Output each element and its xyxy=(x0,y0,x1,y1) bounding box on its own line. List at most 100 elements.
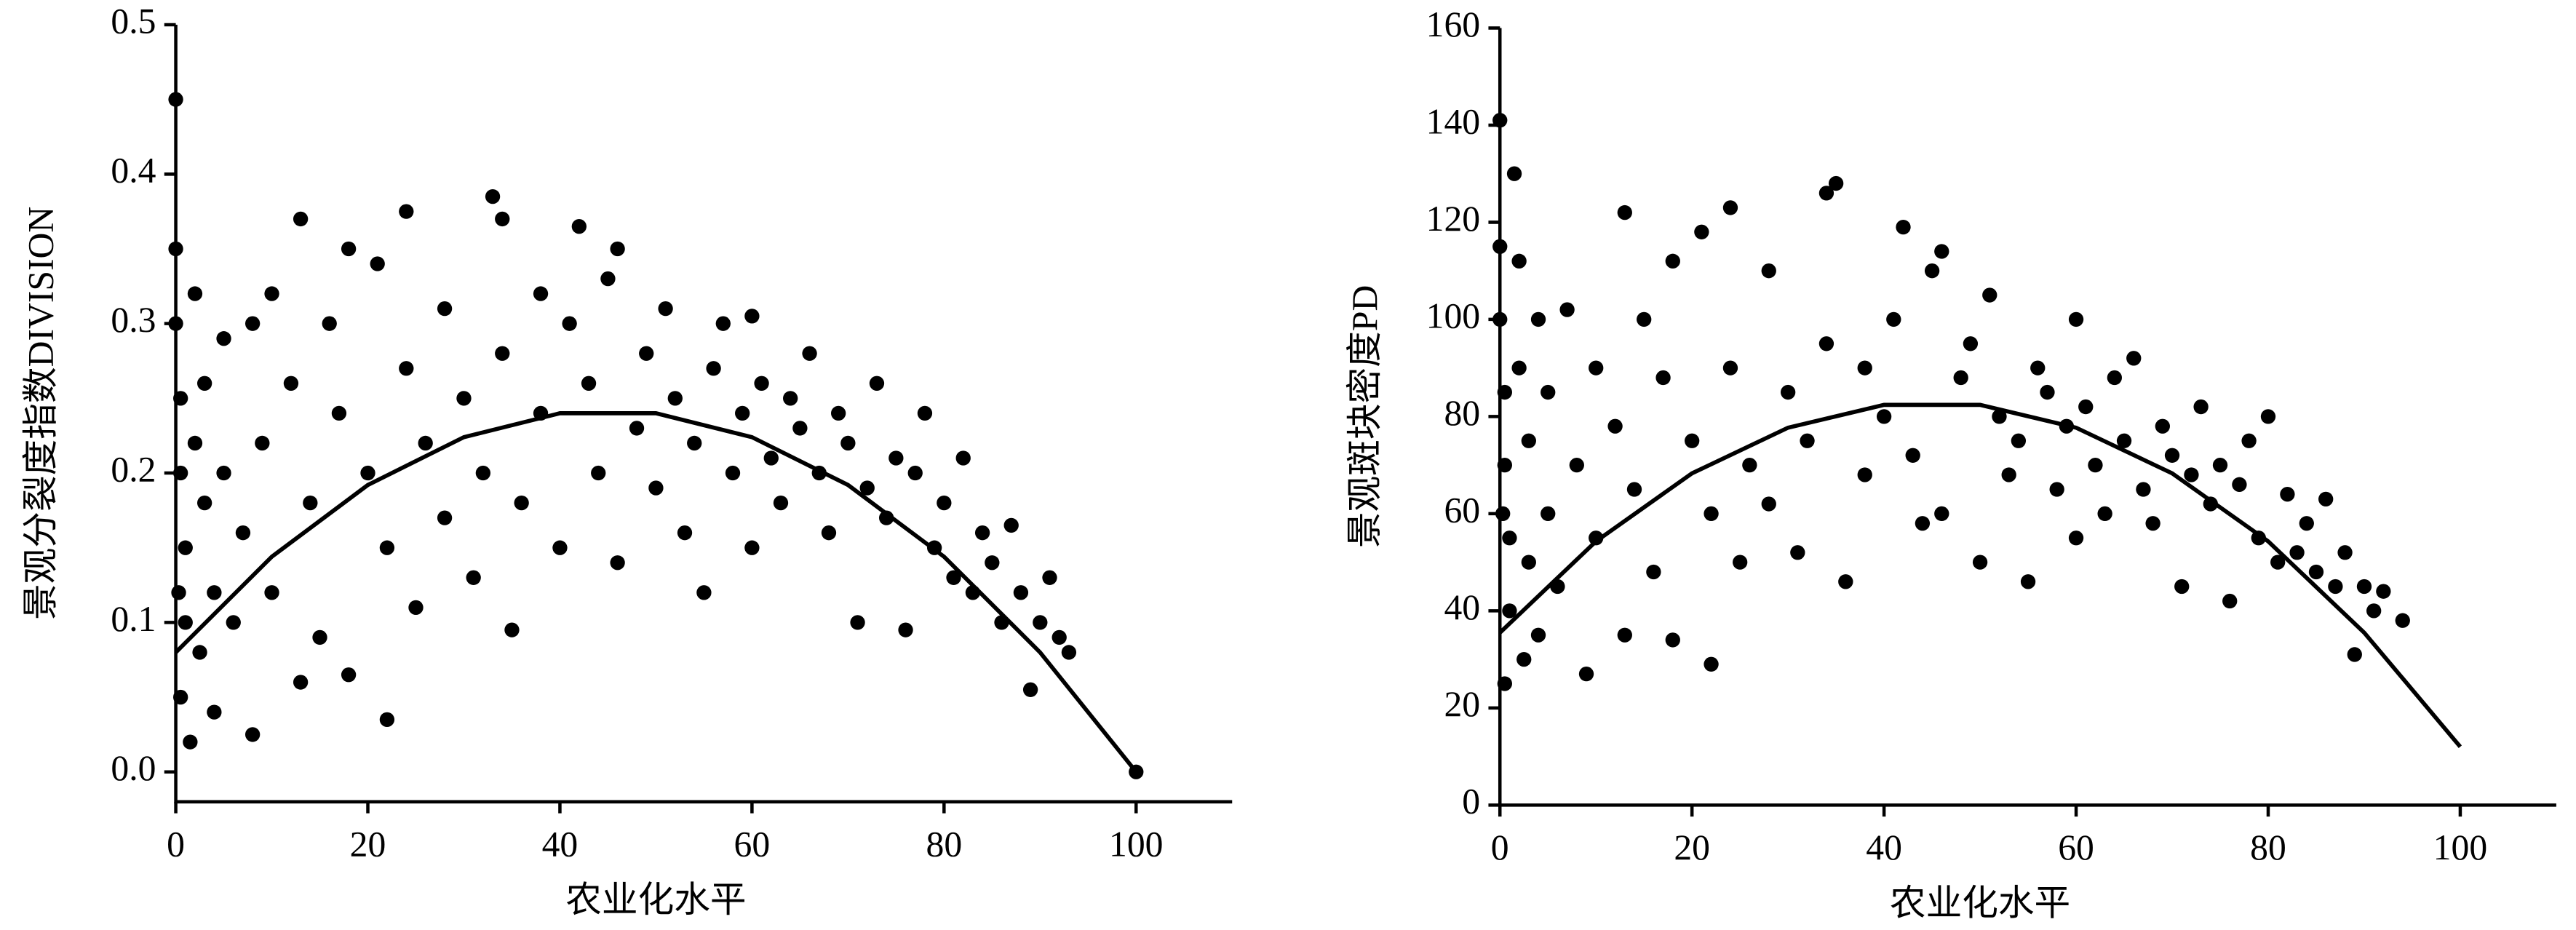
point xyxy=(1497,676,1512,691)
point xyxy=(1617,627,1632,643)
point xyxy=(1521,555,1536,570)
point xyxy=(1655,370,1671,386)
x-tick-label: 0 xyxy=(1491,827,1509,867)
x-tick-label: 40 xyxy=(1866,827,1902,867)
point xyxy=(379,540,395,555)
point xyxy=(2299,516,2314,531)
point xyxy=(667,391,683,406)
point xyxy=(341,667,357,683)
point xyxy=(1559,302,1575,317)
point xyxy=(1924,263,1940,279)
point xyxy=(1495,506,1511,522)
point xyxy=(850,615,865,630)
point xyxy=(2328,579,2343,595)
point xyxy=(2270,555,2286,570)
point xyxy=(1497,457,1512,473)
y-tick-label: 0.1 xyxy=(111,599,156,639)
point xyxy=(255,435,270,451)
x-tick-label: 80 xyxy=(926,824,963,864)
point xyxy=(1492,311,1508,327)
point xyxy=(687,435,702,451)
point xyxy=(1569,457,1584,473)
point xyxy=(1963,336,1979,351)
fit-curve xyxy=(1498,402,2462,749)
point xyxy=(1761,496,1776,512)
point xyxy=(735,405,750,421)
point xyxy=(2040,384,2055,400)
point xyxy=(2260,409,2276,424)
point xyxy=(1013,585,1029,600)
point xyxy=(2164,448,2180,463)
y-tick-label: 140 xyxy=(1426,101,1480,141)
point xyxy=(495,211,510,227)
point xyxy=(504,622,520,637)
point xyxy=(197,495,212,511)
point xyxy=(1685,433,1700,448)
point xyxy=(840,435,856,451)
point xyxy=(1876,409,1892,424)
point xyxy=(1003,517,1019,533)
point xyxy=(1704,506,1719,522)
point xyxy=(216,465,231,481)
point xyxy=(715,316,731,331)
point xyxy=(1033,615,1048,630)
point xyxy=(1761,263,1776,279)
point xyxy=(322,316,337,331)
y-tick-label: 0.0 xyxy=(111,748,156,788)
y-tick-label: 120 xyxy=(1426,199,1480,239)
point xyxy=(2030,360,2046,375)
point xyxy=(1857,467,1872,482)
point xyxy=(264,286,279,301)
y-axis-label: 景观斑块密度PD xyxy=(1345,285,1385,548)
point xyxy=(898,622,913,637)
point xyxy=(889,450,904,466)
x-tick-label: 80 xyxy=(2250,827,2286,867)
point xyxy=(2212,457,2228,473)
point xyxy=(610,241,625,257)
point xyxy=(706,361,721,376)
point xyxy=(2097,506,2112,522)
point xyxy=(1502,530,1517,546)
point xyxy=(562,316,577,331)
point xyxy=(331,405,347,421)
point xyxy=(1637,311,1652,327)
point xyxy=(408,600,424,616)
point xyxy=(399,361,414,376)
point xyxy=(245,316,261,331)
point xyxy=(2174,579,2190,595)
point xyxy=(831,405,846,421)
point xyxy=(1492,113,1508,128)
x-tick-label: 40 xyxy=(542,824,579,864)
point xyxy=(418,435,433,451)
point xyxy=(207,585,222,600)
point xyxy=(1665,253,1680,269)
point xyxy=(168,316,183,331)
point xyxy=(173,465,188,481)
y-tick-label: 0 xyxy=(1462,782,1480,822)
point xyxy=(1818,186,1834,201)
y-tick-label: 60 xyxy=(1444,490,1480,530)
point xyxy=(591,465,606,481)
x-axis-label: 农业化水平 xyxy=(1890,883,2070,923)
point xyxy=(1061,645,1077,660)
point xyxy=(370,256,385,271)
point xyxy=(792,421,808,436)
point xyxy=(907,465,923,481)
point xyxy=(2376,584,2391,599)
point xyxy=(1934,506,1949,522)
point xyxy=(2193,399,2209,415)
point xyxy=(1722,360,1738,375)
point xyxy=(2232,477,2247,492)
point xyxy=(178,615,193,630)
point xyxy=(2136,482,2151,497)
point xyxy=(2289,545,2305,560)
point xyxy=(1502,603,1517,619)
point xyxy=(283,375,299,391)
x-axis-label: 农业化水平 xyxy=(565,880,746,920)
point xyxy=(437,510,453,525)
point xyxy=(2241,433,2257,448)
point xyxy=(1521,433,1536,448)
y-tick-label: 0.5 xyxy=(111,1,156,41)
y-tick-label: 0.2 xyxy=(111,449,156,489)
